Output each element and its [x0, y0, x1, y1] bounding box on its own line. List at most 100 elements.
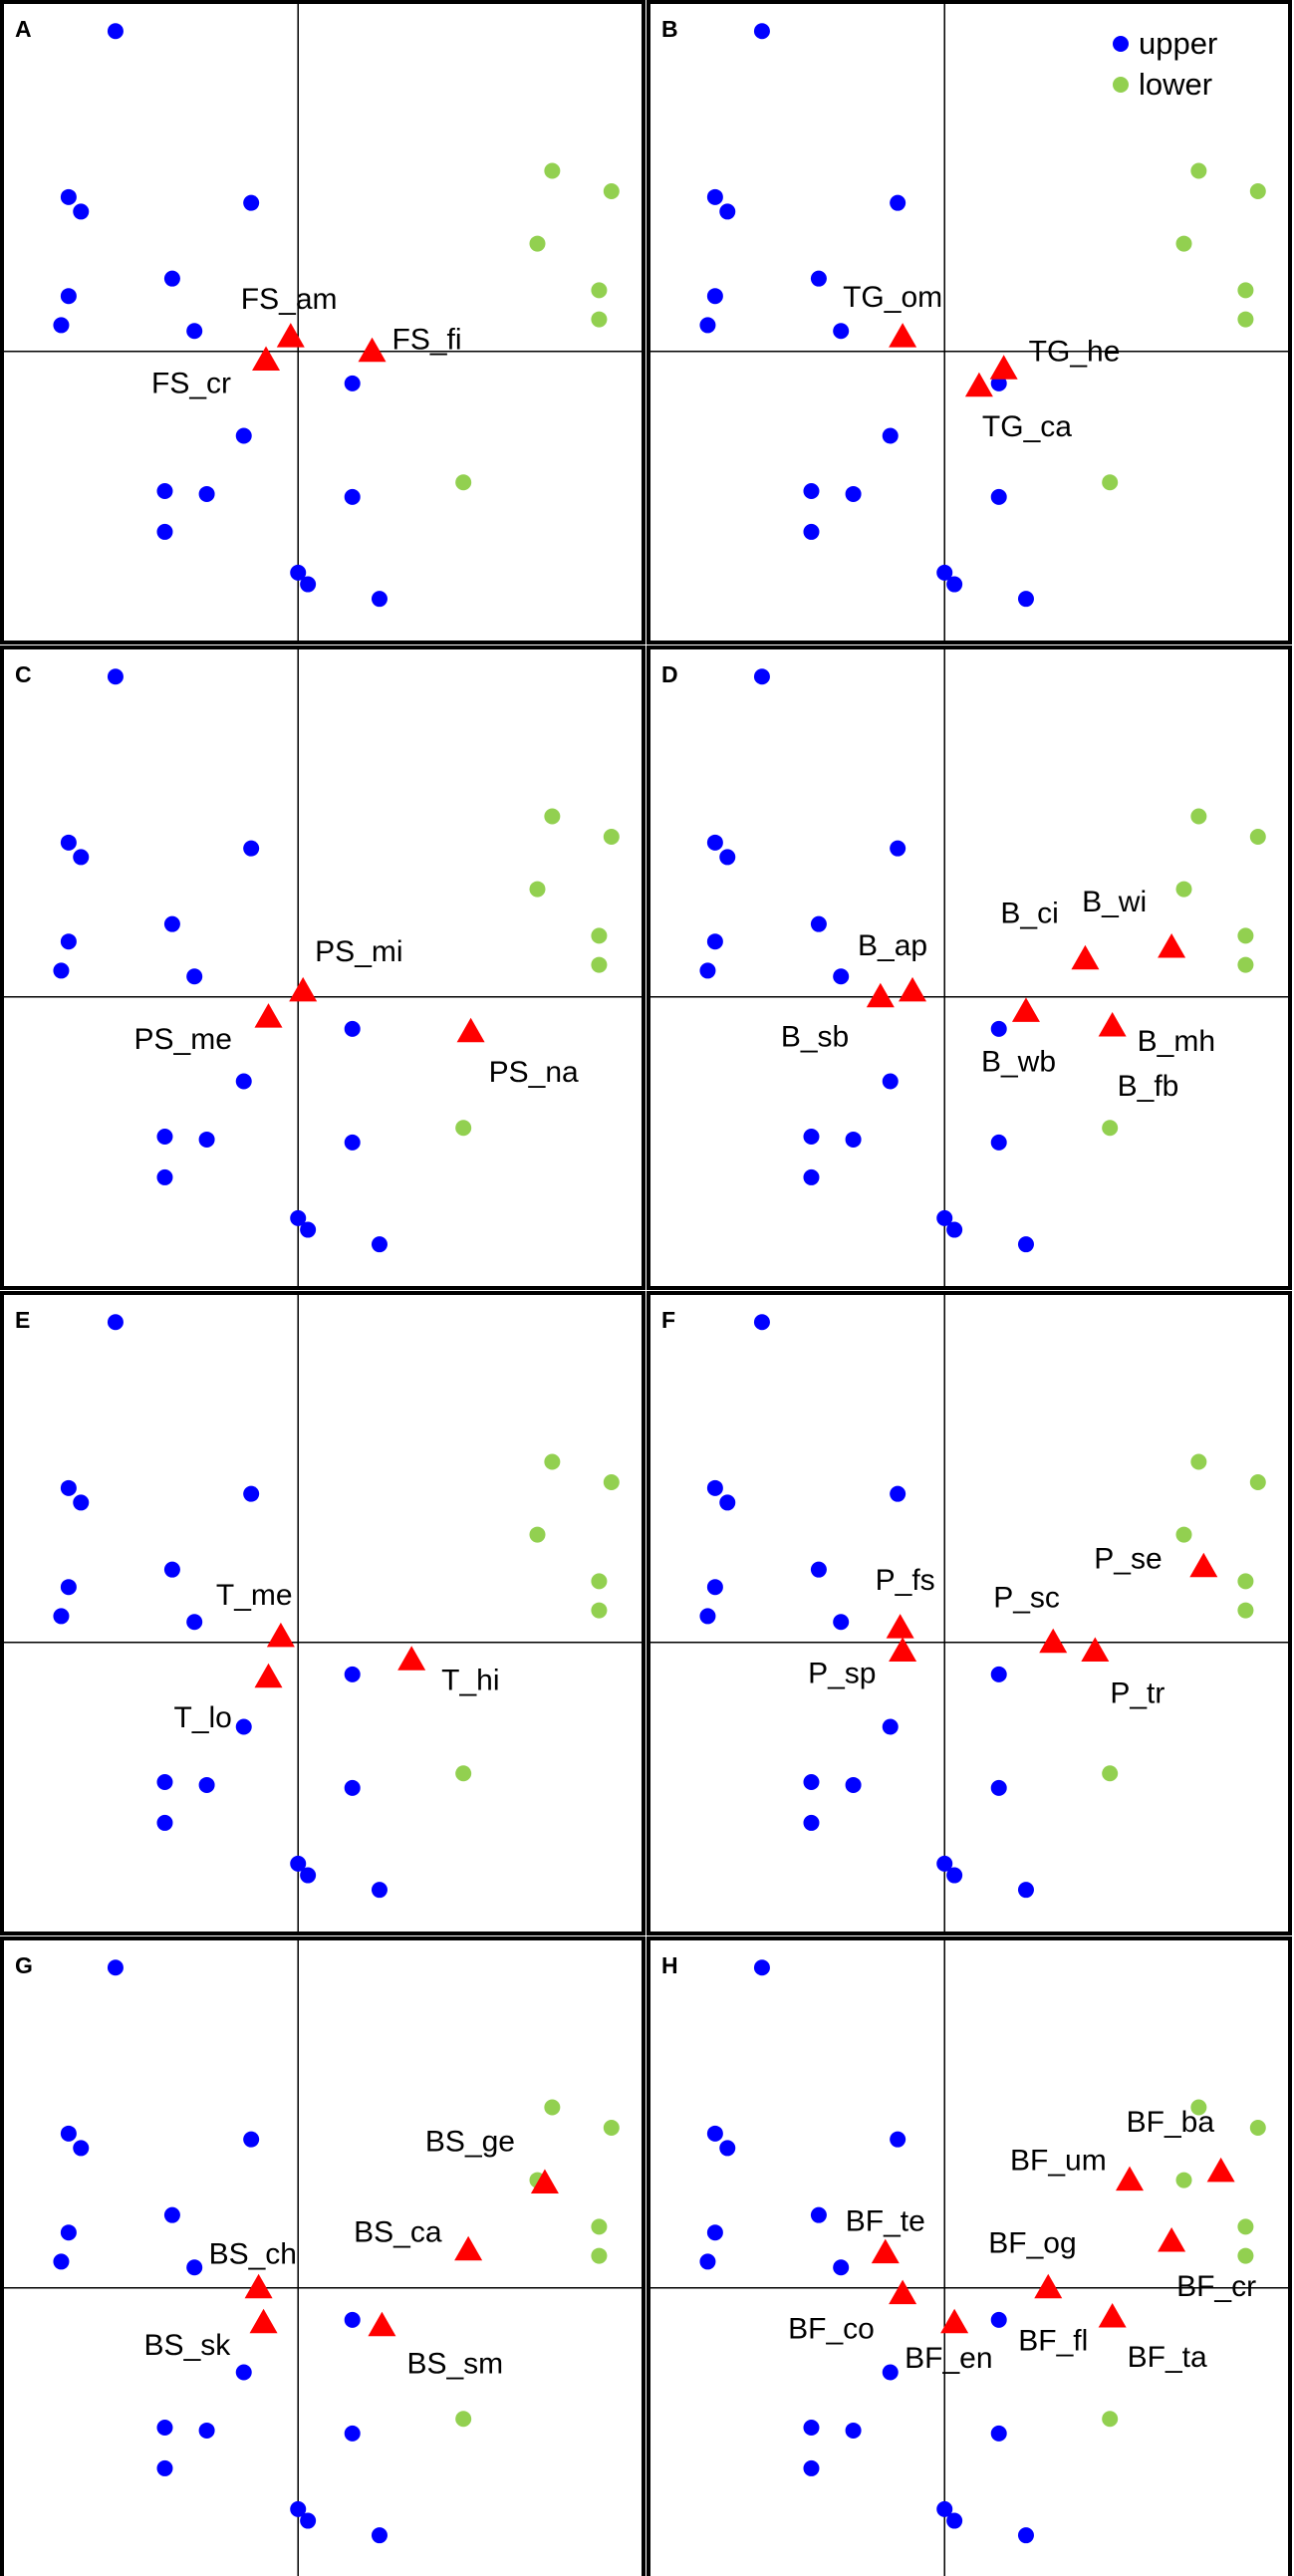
upper-site-point — [371, 591, 388, 608]
lower-site-point — [1249, 1473, 1266, 1490]
lower-site-point — [1237, 311, 1254, 328]
panel-frame — [647, 645, 1292, 1290]
upper-site-point — [882, 2364, 899, 2381]
upper-site-point — [936, 1209, 953, 1226]
upper-site-point — [243, 840, 260, 857]
upper-site-point — [235, 1718, 252, 1735]
upper-site-point — [890, 1485, 906, 1502]
upper-site-point — [990, 488, 1007, 505]
upper-site-point — [810, 270, 827, 287]
upper-site-point — [371, 2527, 388, 2544]
variable-label: FS_fi — [392, 324, 462, 357]
panel-g: G BS_ch BS_sk BS_sm BS_ca BS_ge — [0, 1936, 646, 2576]
variable-label: B_mh — [1138, 1025, 1215, 1058]
variable-triangle — [1206, 2157, 1235, 2183]
panel-letter: C — [15, 661, 32, 687]
upper-site-point — [719, 1494, 736, 1511]
variable-triangle — [1189, 1552, 1218, 1578]
upper-site-point — [946, 2512, 963, 2529]
upper-site-point — [699, 1608, 716, 1625]
variable-triangle — [866, 982, 895, 1008]
upper-site-point — [803, 1168, 820, 1185]
panel-frame — [0, 0, 646, 644]
variable-triangle — [1039, 1628, 1068, 1654]
upper-site-point — [706, 933, 723, 950]
lower-site-point — [544, 1453, 561, 1470]
upper-site-point — [990, 2425, 1007, 2442]
upper-site-point — [371, 1882, 388, 1899]
upper-site-point — [198, 2422, 215, 2439]
variable-label: FS_cr — [151, 367, 231, 399]
upper-site-point — [60, 933, 77, 950]
upper-site-point — [882, 1073, 899, 1090]
variable-triangle — [252, 346, 281, 371]
lower-site-point — [1102, 1120, 1119, 1137]
upper-site-point — [107, 668, 124, 685]
upper-site-point — [290, 2500, 307, 2517]
upper-site-point — [699, 962, 716, 979]
variable-label: BF_cr — [1176, 2270, 1256, 2303]
lower-site-point — [1237, 1573, 1254, 1590]
lower-site-point — [1249, 182, 1266, 199]
upper-site-point — [803, 1129, 820, 1146]
lower-site-point — [1237, 927, 1254, 944]
variable-label: B_fb — [1118, 1070, 1179, 1103]
upper-site-point — [198, 1776, 215, 1793]
upper-site-point — [73, 1494, 90, 1511]
variable-triangle — [254, 1663, 283, 1688]
upper-site-point — [990, 2311, 1007, 2328]
upper-site-point — [990, 1666, 1007, 1682]
upper-site-point — [53, 317, 70, 334]
upper-site-point — [235, 427, 252, 444]
upper-site-point — [753, 668, 770, 685]
upper-site-point — [706, 1479, 723, 1496]
lower-site-point — [455, 1765, 472, 1782]
lower-site-point — [591, 2247, 608, 2264]
variable-triangle — [1116, 2166, 1144, 2191]
variable-label: T_lo — [174, 1701, 232, 1734]
variable-triangle — [1034, 2273, 1063, 2299]
upper-site-point — [243, 194, 260, 211]
panel-e: E T_me T_lo T_hi — [0, 1291, 646, 1935]
upper-site-point — [186, 323, 203, 340]
upper-site-point — [1017, 591, 1034, 608]
upper-site-point — [706, 1579, 723, 1596]
upper-site-point — [936, 564, 953, 581]
variable-label: BF_og — [988, 2227, 1076, 2260]
upper-site-point — [107, 23, 124, 40]
legend-label: lower — [1139, 67, 1212, 102]
variable-label: T_me — [216, 1579, 293, 1612]
lower-site-point — [544, 808, 561, 825]
lower-site-point — [529, 881, 546, 898]
upper-site-point — [882, 1718, 899, 1735]
upper-site-point — [344, 375, 361, 391]
upper-site-point — [833, 2259, 850, 2276]
panel-letter: A — [15, 16, 32, 42]
upper-site-point — [803, 523, 820, 540]
upper-site-point — [706, 2224, 723, 2241]
upper-site-point — [344, 1779, 361, 1796]
lower-site-point — [1190, 2099, 1207, 2116]
variable-triangle — [368, 2311, 396, 2337]
upper-site-point — [753, 23, 770, 40]
variable-label: BS_ch — [209, 2238, 297, 2271]
lower-site-point — [455, 474, 472, 491]
upper-site-point — [810, 915, 827, 932]
variable-label: BS_ge — [425, 2126, 515, 2159]
legend: upper lower — [1113, 26, 1217, 102]
upper-site-point — [186, 1614, 203, 1631]
upper-site-point — [235, 1073, 252, 1090]
variable-triangle — [940, 2308, 969, 2334]
lower-site-point — [1237, 2218, 1254, 2235]
lower-site-point — [1249, 828, 1266, 845]
lower-site-point — [603, 2119, 620, 2136]
variable-label: FS_am — [241, 283, 338, 316]
variable-triangle — [886, 1614, 914, 1639]
upper-site-point — [235, 2364, 252, 2381]
upper-site-point — [73, 2140, 90, 2157]
variable-label: P_se — [1094, 1543, 1162, 1576]
upper-site-point — [156, 1774, 173, 1791]
upper-site-point — [186, 968, 203, 985]
variable-triangle — [989, 355, 1018, 380]
panel-h: H BF_te BF_co BF_en BF_og BF_fl BF_um BF_ba BF_c… — [647, 1936, 1292, 2576]
